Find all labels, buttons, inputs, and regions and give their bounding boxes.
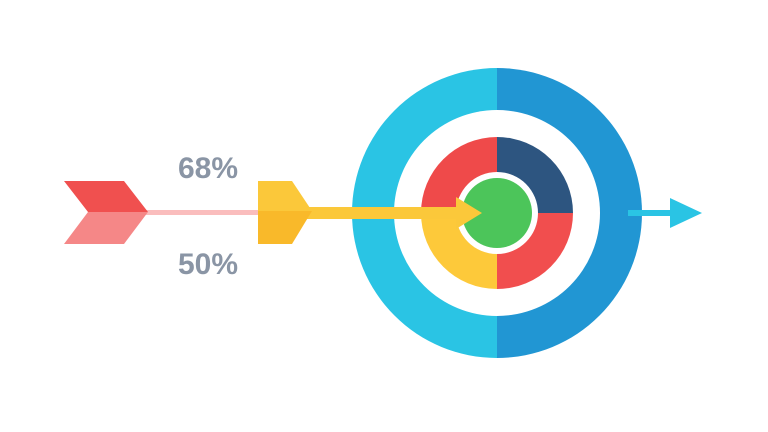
yellow-arrow-fletch-top xyxy=(258,181,312,211)
label-bottom: 50% xyxy=(178,248,238,281)
bullseye xyxy=(462,178,532,248)
red-arrow-fletch-top xyxy=(64,181,148,212)
red-arrow-fletch-bottom xyxy=(64,212,148,244)
yellow-arrow-shaft xyxy=(300,207,460,219)
blue-arrow-head xyxy=(670,198,702,228)
label-top: 68% xyxy=(178,152,238,185)
yellow-arrow-head xyxy=(456,197,482,229)
blue-arrow-shaft xyxy=(628,210,678,216)
yellow-arrow-fletch-bottom xyxy=(258,211,312,244)
